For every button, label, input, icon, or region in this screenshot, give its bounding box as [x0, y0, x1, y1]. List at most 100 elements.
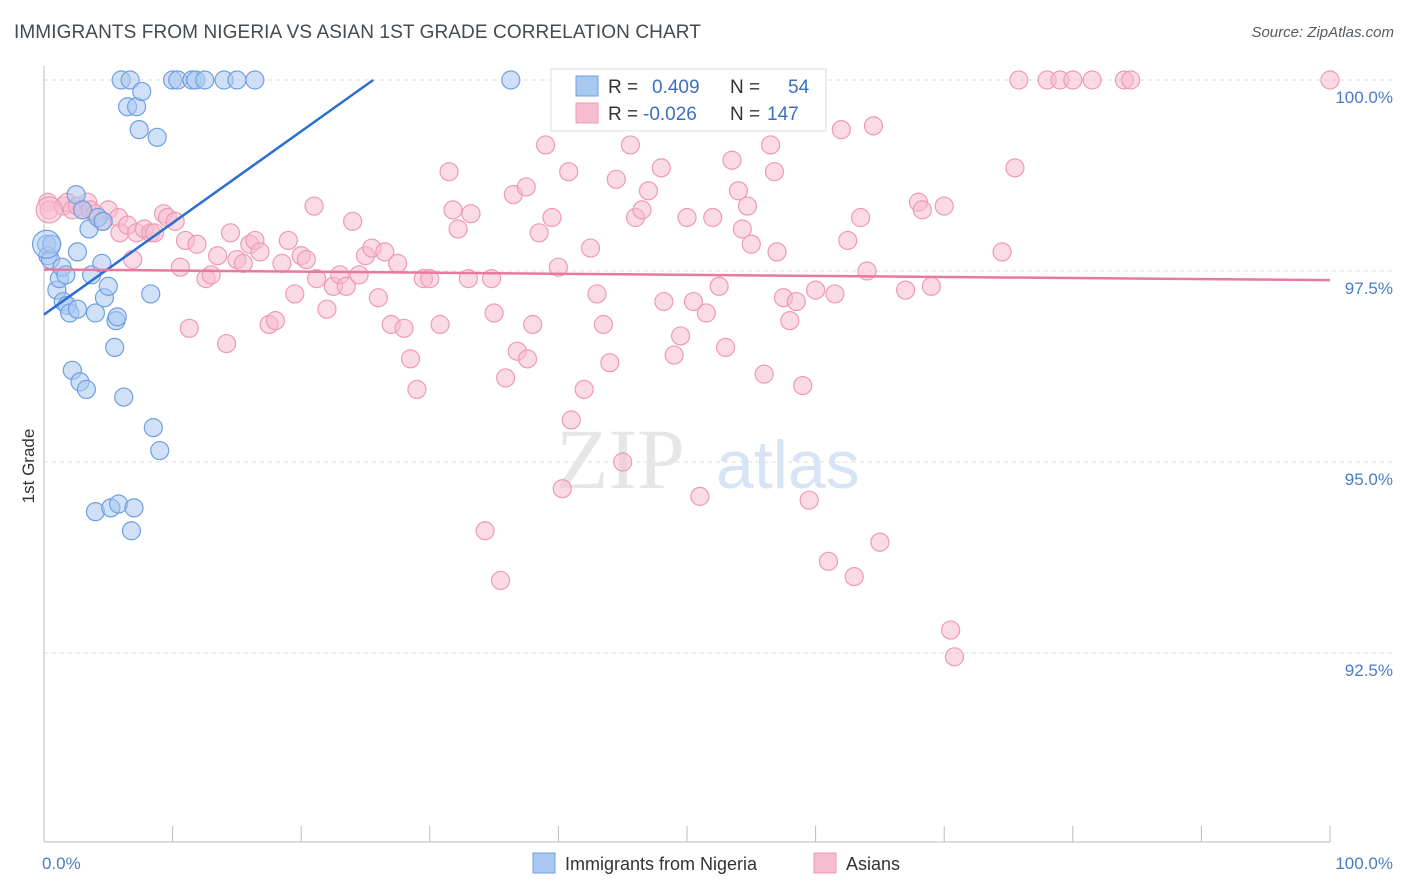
asians-point	[613, 452, 633, 472]
asians-point	[490, 570, 511, 591]
asians-point	[896, 280, 916, 300]
asians-point	[375, 242, 395, 262]
asians-point	[1320, 70, 1340, 90]
asians-point	[144, 223, 165, 243]
bottom-legend-swatch-blue	[532, 852, 556, 874]
asians-point	[542, 207, 562, 228]
asians-point	[805, 280, 826, 300]
asians-point	[307, 269, 327, 289]
asians-point	[170, 257, 190, 277]
asians-point	[741, 234, 761, 254]
asians-point	[217, 333, 237, 354]
bottom-legend-swatch-pink	[813, 852, 837, 874]
nigeria-point	[227, 70, 247, 90]
nigeria-point	[85, 303, 106, 323]
asians-point	[934, 196, 954, 216]
asians-point	[715, 337, 736, 357]
asians-point	[208, 246, 228, 266]
asians-point	[722, 150, 742, 170]
asians-point	[317, 299, 337, 319]
asians-point	[265, 311, 286, 331]
asians-point	[863, 116, 884, 136]
watermark-atlas: atlas	[716, 427, 860, 503]
asians-point	[278, 230, 298, 251]
legend-swatch-blue	[575, 75, 599, 97]
asians-point	[651, 158, 671, 178]
nigeria-point-cluster	[31, 229, 62, 259]
asians-point	[670, 326, 691, 346]
asians-trend-line	[43, 268, 1331, 282]
asians-point	[580, 238, 601, 258]
gridlines	[44, 79, 1392, 654]
asians-point	[250, 242, 270, 262]
nigeria-point	[67, 299, 88, 319]
asians-point	[786, 291, 806, 312]
asians-point	[187, 234, 207, 254]
x-tick-label: 0.0%	[42, 854, 81, 873]
asians-point	[535, 135, 556, 155]
legend-n-label-blue: N =	[730, 77, 760, 98]
asians-point	[400, 349, 421, 369]
asians-point	[1082, 70, 1102, 90]
bottom-legend-label-pink: Asians	[846, 854, 900, 874]
asians-point	[559, 162, 579, 182]
asians-point	[1121, 70, 1141, 90]
axes	[43, 66, 1331, 843]
asians-point	[349, 265, 369, 285]
asians-point	[272, 253, 292, 273]
asians-point	[587, 284, 607, 304]
asians-point	[296, 249, 316, 270]
legend-r-value-blue: 0.409	[652, 77, 700, 98]
asians-point	[523, 314, 543, 335]
asians-point	[600, 353, 620, 373]
nigeria-point	[129, 120, 149, 140]
nigeria-point	[147, 127, 167, 147]
legend-r-label-pink: R =	[608, 104, 638, 125]
legend-swatch-pink	[575, 102, 599, 124]
asians-point	[767, 242, 787, 262]
asians-point	[793, 376, 813, 396]
asians-point	[448, 219, 468, 239]
chart-title: IMMIGRANTS FROM NIGERIA VS ASIAN 1ST GRA…	[14, 22, 701, 43]
legend-r-label-blue: R =	[608, 77, 638, 98]
nigeria-point	[195, 70, 215, 90]
nigeria-point	[141, 284, 161, 304]
nigeria-point	[67, 242, 88, 262]
nigeria-point	[105, 337, 125, 357]
asians-point	[593, 314, 614, 335]
asians-point	[1005, 158, 1025, 178]
asians-point	[851, 207, 871, 228]
nigeria-point	[107, 307, 127, 327]
nigeria-point	[132, 81, 152, 102]
asians-point	[220, 223, 241, 243]
asians-point	[831, 120, 851, 140]
asians-point	[443, 200, 463, 220]
asians-point	[420, 269, 440, 289]
asians-point	[561, 410, 581, 430]
y-axis-label: 1st Grade	[19, 429, 38, 504]
asians-point	[620, 135, 641, 155]
nigeria-point	[143, 418, 163, 438]
asians-point	[754, 364, 774, 384]
asians-point	[728, 181, 749, 201]
nigeria-point	[120, 70, 140, 90]
asians-point	[517, 349, 538, 369]
nigeria-point	[150, 440, 170, 461]
asians-point	[1009, 70, 1029, 90]
y-tick-label: 100.0%	[1335, 88, 1393, 107]
asians-point	[870, 532, 890, 552]
nigeria-point	[76, 379, 97, 400]
x-tick-label: 100.0%	[1335, 854, 1393, 873]
y-tick-label: 92.5%	[1345, 661, 1393, 680]
asians-point	[394, 318, 414, 338]
asians-point	[941, 620, 961, 640]
nigeria-point	[114, 387, 134, 407]
asians-point	[285, 284, 305, 304]
asians-point	[336, 276, 356, 296]
nigeria-points	[31, 70, 521, 541]
asians-point	[683, 291, 704, 312]
asians-point	[709, 276, 729, 296]
asians-point	[664, 345, 684, 365]
asians-points	[35, 70, 1340, 667]
asians-point	[343, 211, 363, 231]
